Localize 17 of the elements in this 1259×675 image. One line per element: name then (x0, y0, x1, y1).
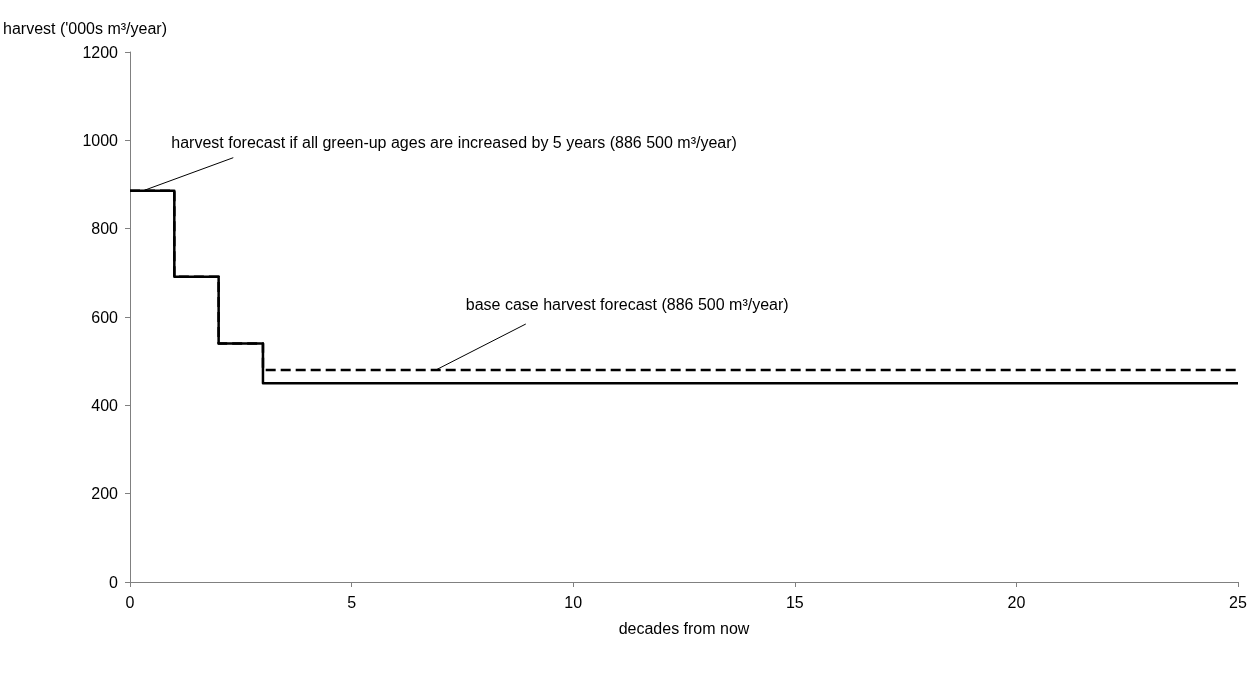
y-tick-label: 800 (91, 220, 119, 238)
y-tick-label: 1000 (82, 131, 119, 149)
annotation: harvest forecast if all green-up ages are increased by 5 years (886 500 m³/year) (171, 134, 737, 152)
annotation: base case harvest forecast (886 500 m³/year) (465, 295, 789, 313)
y-tick-label: 400 (91, 396, 119, 414)
y-tick-label: 600 (91, 308, 119, 326)
x-tick-label: 20 (1007, 593, 1026, 611)
x-tick-label: 5 (347, 593, 357, 611)
y-tick-label: 0 (109, 573, 119, 591)
y-tick-label: 200 (91, 485, 119, 503)
x-tick-label: 15 (785, 593, 804, 611)
x-tick-label: 25 (1229, 593, 1247, 611)
y-axis-title: harvest ('000s m³/year) (3, 19, 167, 37)
x-tick-label: 0 (125, 593, 135, 611)
y-tick-label: 1200 (82, 43, 119, 61)
x-tick-label: 10 (564, 593, 583, 611)
x-axis-title: decades from now (618, 619, 750, 637)
